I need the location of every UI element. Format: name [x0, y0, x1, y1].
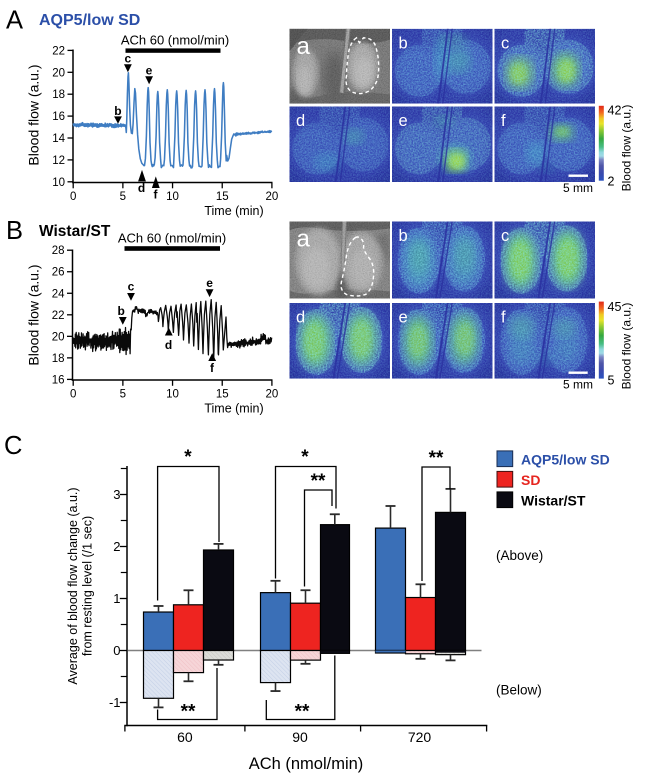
svg-text:(Above): (Above): [496, 548, 543, 563]
svg-text:Time (min): Time (min): [204, 402, 263, 416]
svg-text:5: 5: [120, 191, 126, 203]
svg-text:ACh 60 (nmol/min): ACh 60 (nmol/min): [121, 33, 229, 48]
svg-text:15: 15: [216, 191, 229, 203]
svg-text:45: 45: [608, 300, 622, 314]
svg-text:0: 0: [70, 191, 76, 203]
svg-text:60: 60: [177, 729, 193, 745]
svg-text:B: B: [6, 217, 23, 245]
svg-text:18: 18: [52, 89, 65, 101]
svg-text:f: f: [210, 361, 215, 375]
svg-text:16: 16: [52, 111, 65, 123]
svg-text:15: 15: [216, 389, 229, 401]
svg-text:e: e: [399, 112, 408, 130]
svg-text:d: d: [296, 112, 305, 130]
svg-text:22: 22: [52, 310, 65, 322]
svg-text:C: C: [4, 432, 22, 460]
svg-text:Blood flow (a.u.): Blood flow (a.u.): [620, 303, 634, 390]
svg-text:42: 42: [608, 104, 622, 118]
svg-text:10: 10: [52, 177, 65, 189]
svg-text:Wistar/ST: Wistar/ST: [39, 223, 111, 240]
svg-text:20: 20: [266, 191, 279, 203]
svg-text:ACh 60 (nmol/min): ACh 60 (nmol/min): [118, 231, 226, 246]
svg-text:**: **: [311, 471, 326, 492]
svg-text:d: d: [165, 338, 172, 352]
svg-text:e: e: [399, 309, 408, 327]
svg-text:c: c: [501, 34, 509, 52]
svg-text:28: 28: [52, 245, 65, 257]
svg-text:16: 16: [52, 374, 65, 386]
svg-text:22: 22: [52, 45, 65, 57]
svg-text:f: f: [501, 309, 506, 327]
svg-text:5 mm: 5 mm: [563, 181, 593, 195]
svg-text:SD: SD: [521, 472, 540, 488]
svg-text:Time (min): Time (min): [204, 204, 263, 218]
svg-text:Blood flow (a.u.): Blood flow (a.u.): [620, 105, 634, 192]
svg-text:c: c: [501, 227, 509, 245]
svg-text:a: a: [297, 33, 311, 60]
svg-text:**: **: [429, 448, 444, 469]
svg-text:1: 1: [113, 591, 120, 606]
svg-text:Average of blood flow change (: Average of blood flow change (a.u.): [66, 487, 80, 684]
svg-text:10: 10: [166, 389, 179, 401]
svg-text:d: d: [138, 181, 145, 195]
svg-text:5 mm: 5 mm: [563, 378, 593, 392]
svg-text:e: e: [206, 276, 213, 290]
svg-text:18: 18: [52, 353, 65, 365]
svg-text:e: e: [146, 63, 153, 77]
svg-text:Blood flow (a.u.): Blood flow (a.u.): [26, 264, 42, 365]
svg-text:b: b: [399, 34, 408, 52]
svg-text:3: 3: [113, 487, 120, 502]
svg-text:ACh (nmol/min): ACh (nmol/min): [249, 755, 364, 773]
svg-text:*: *: [301, 447, 309, 468]
svg-text:c: c: [124, 51, 131, 65]
svg-text:d: d: [296, 309, 305, 327]
svg-text:0: 0: [70, 389, 76, 401]
svg-text:c: c: [128, 280, 135, 294]
svg-text:20: 20: [52, 67, 65, 79]
svg-text:**: **: [181, 702, 196, 723]
svg-text:b: b: [399, 227, 408, 245]
svg-text:A: A: [6, 7, 23, 35]
svg-text:-1: -1: [109, 695, 121, 710]
svg-text:f: f: [154, 187, 159, 201]
svg-text:5: 5: [120, 389, 126, 401]
svg-text:a: a: [297, 226, 311, 253]
svg-text:20: 20: [52, 331, 65, 343]
svg-text:AQP5/low SD: AQP5/low SD: [521, 451, 610, 467]
svg-text:**: **: [295, 702, 310, 723]
svg-text:*: *: [184, 447, 192, 468]
svg-text:(Below): (Below): [496, 683, 542, 698]
svg-text:b: b: [118, 304, 125, 318]
svg-text:0: 0: [113, 643, 120, 658]
svg-text:AQP5/low SD: AQP5/low SD: [39, 12, 140, 29]
svg-text:90: 90: [292, 729, 308, 745]
svg-text:20: 20: [266, 389, 279, 401]
svg-text:14: 14: [52, 133, 65, 145]
svg-text:10: 10: [166, 191, 179, 203]
svg-text:26: 26: [52, 267, 65, 279]
svg-text:Wistar/ST: Wistar/ST: [521, 492, 586, 508]
svg-text:from resting level (/1 sec): from resting level (/1 sec): [81, 516, 95, 656]
svg-text:b: b: [114, 104, 121, 118]
svg-text:2: 2: [113, 539, 120, 554]
svg-text:5: 5: [608, 374, 615, 388]
svg-text:720: 720: [408, 729, 432, 745]
svg-text:2: 2: [608, 175, 615, 189]
svg-text:Blood flow (a.u.): Blood flow (a.u.): [26, 64, 42, 165]
svg-text:f: f: [501, 112, 506, 130]
svg-text:12: 12: [52, 155, 65, 167]
svg-text:24: 24: [52, 288, 65, 300]
